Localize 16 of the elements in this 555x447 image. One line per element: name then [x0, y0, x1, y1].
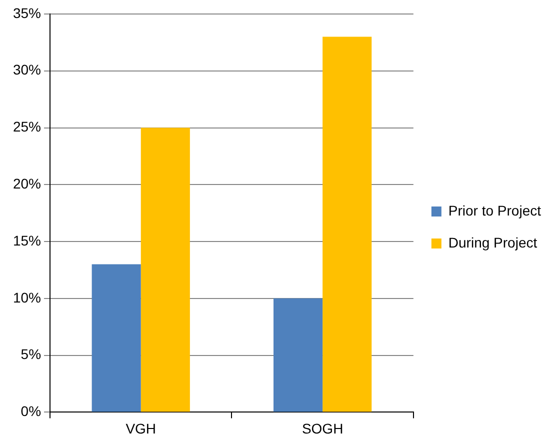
y-tick-label: 30%: [12, 62, 42, 78]
y-tick-label: 35%: [12, 4, 42, 21]
y-tick-label: 5%: [20, 346, 42, 362]
x-tick-label: VGH: [126, 420, 156, 436]
bar: [92, 264, 141, 412]
y-tick-label: 15%: [12, 232, 42, 248]
y-tick-label: 20%: [12, 176, 42, 192]
x-tick-label: SOGH: [302, 420, 344, 436]
y-tick-label: 25%: [12, 118, 42, 135]
bar: [322, 36, 372, 412]
legend-label: Prior to Project: [448, 202, 542, 218]
bar: [274, 298, 323, 412]
y-tick-label: 10%: [12, 289, 42, 306]
legend-label: During Project: [448, 234, 538, 250]
bar: [140, 128, 190, 412]
y-tick-label: 0%: [20, 403, 42, 420]
